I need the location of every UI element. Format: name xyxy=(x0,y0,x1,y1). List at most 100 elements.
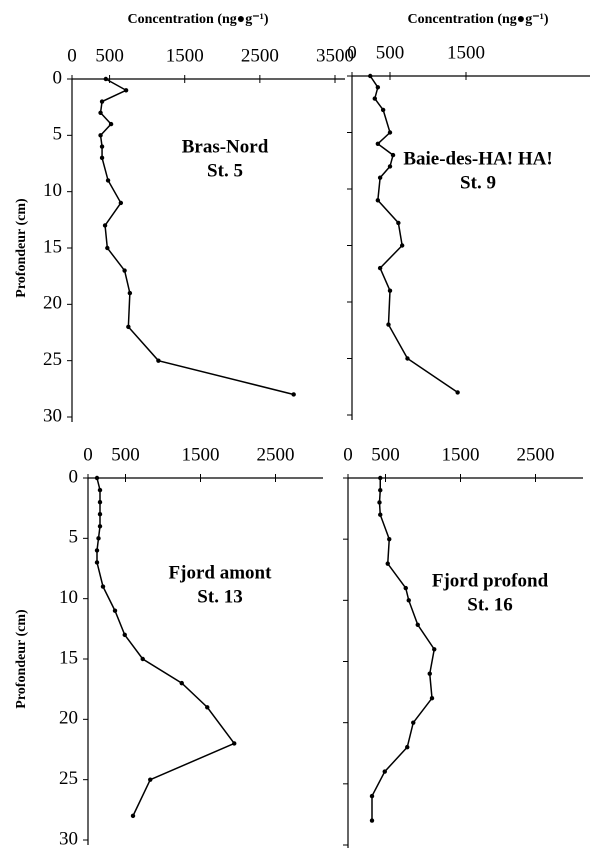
y-tick-label: 20 xyxy=(59,708,78,729)
data-point xyxy=(127,290,133,296)
data-point xyxy=(122,632,127,638)
y-tick-label: 5 xyxy=(53,124,63,145)
data-point xyxy=(126,324,131,330)
data-point xyxy=(98,110,103,116)
data-point xyxy=(387,130,393,135)
data-point xyxy=(96,536,101,541)
data-point xyxy=(100,584,106,589)
panel-title: Fjord amont xyxy=(169,562,273,583)
data-point xyxy=(399,243,405,248)
y-tick-label: 15 xyxy=(43,236,62,257)
y-tick-label: 10 xyxy=(43,180,62,201)
y-tick-label: 5 xyxy=(69,527,79,548)
data-point xyxy=(415,622,420,627)
data-point xyxy=(97,499,103,505)
panel-subtitle: St. 13 xyxy=(197,586,242,607)
data-point xyxy=(122,268,127,273)
x-tick-label: 500 xyxy=(371,444,400,465)
data-point xyxy=(369,793,375,799)
data-point xyxy=(396,220,401,226)
data-point xyxy=(405,356,410,361)
data-point xyxy=(140,656,145,662)
panel-title: Fjord profond xyxy=(432,570,549,591)
x-tick-label: 0 xyxy=(83,444,93,465)
data-point xyxy=(375,85,381,90)
data-point xyxy=(102,223,108,228)
data-point xyxy=(118,200,124,206)
x-tick-label: 500 xyxy=(95,45,124,66)
data-point xyxy=(108,121,114,127)
panel-subtitle: St. 16 xyxy=(467,594,512,615)
data-point xyxy=(205,705,210,710)
data-point xyxy=(369,818,375,823)
y-tick-label: 25 xyxy=(43,349,62,370)
data-point xyxy=(378,512,383,517)
data-point xyxy=(148,777,153,782)
data-point xyxy=(123,88,129,93)
data-point xyxy=(375,198,381,203)
data-point xyxy=(378,488,383,493)
y-tick-label: 0 xyxy=(69,466,79,487)
data-point xyxy=(403,585,408,591)
data-point xyxy=(377,175,383,180)
data-point xyxy=(156,358,161,363)
x-tick-label: 0 xyxy=(343,444,353,465)
y-tick-label: 25 xyxy=(59,768,78,789)
data-point xyxy=(105,178,111,183)
data-point xyxy=(105,245,110,251)
data-point xyxy=(405,744,410,750)
data-point xyxy=(372,96,377,101)
data-point xyxy=(99,155,105,161)
data-point xyxy=(94,560,100,565)
y-tick-label: 30 xyxy=(43,405,62,426)
data-point xyxy=(382,769,387,774)
data-point xyxy=(99,144,105,149)
data-point xyxy=(97,512,103,517)
profile-line xyxy=(99,78,294,396)
data-point xyxy=(387,536,392,542)
panel-subtitle: St. 9 xyxy=(460,172,496,193)
data-point xyxy=(97,487,103,493)
panel-title: Baie-des-HA! HA! xyxy=(403,148,552,169)
x-tick-label: 2500 xyxy=(241,45,279,66)
profile-line xyxy=(369,75,459,394)
data-point xyxy=(103,76,109,82)
x-axis-label: Concentration (ng●g⁻¹) xyxy=(128,12,269,27)
data-point xyxy=(98,133,103,138)
x-tick-label: 500 xyxy=(111,444,140,465)
data-point xyxy=(291,392,296,397)
data-point xyxy=(94,548,100,553)
panel-title: Bras-Nord xyxy=(182,136,269,157)
y-axis-label: Profondeur (cm) xyxy=(14,198,29,298)
data-point xyxy=(432,647,437,652)
data-point xyxy=(112,608,118,613)
data-point xyxy=(368,73,373,79)
y-tick-label: 30 xyxy=(59,828,78,848)
y-axis-label: Profondeur (cm) xyxy=(14,609,29,709)
x-tick-label: 500 xyxy=(376,42,405,63)
x-tick-label: 3500 xyxy=(316,45,354,66)
data-point xyxy=(387,288,393,293)
x-tick-label: 1500 xyxy=(182,444,220,465)
y-tick-label: 0 xyxy=(53,67,63,88)
profile-line xyxy=(371,478,436,821)
data-point xyxy=(179,680,184,686)
data-point xyxy=(411,720,416,725)
x-tick-label: 2500 xyxy=(517,444,555,465)
data-point xyxy=(375,141,381,146)
x-tick-label: 0 xyxy=(67,45,77,66)
data-point xyxy=(97,524,103,529)
data-point xyxy=(386,322,391,327)
data-point xyxy=(130,813,136,819)
data-point xyxy=(455,390,460,395)
data-point xyxy=(427,671,432,676)
profile-line xyxy=(96,477,236,817)
data-point xyxy=(378,475,383,481)
x-tick-label: 0 xyxy=(347,42,357,63)
y-tick-label: 20 xyxy=(43,293,62,314)
data-point xyxy=(429,696,435,701)
data-point xyxy=(385,561,390,566)
data-point xyxy=(380,107,386,113)
data-point xyxy=(94,475,100,481)
